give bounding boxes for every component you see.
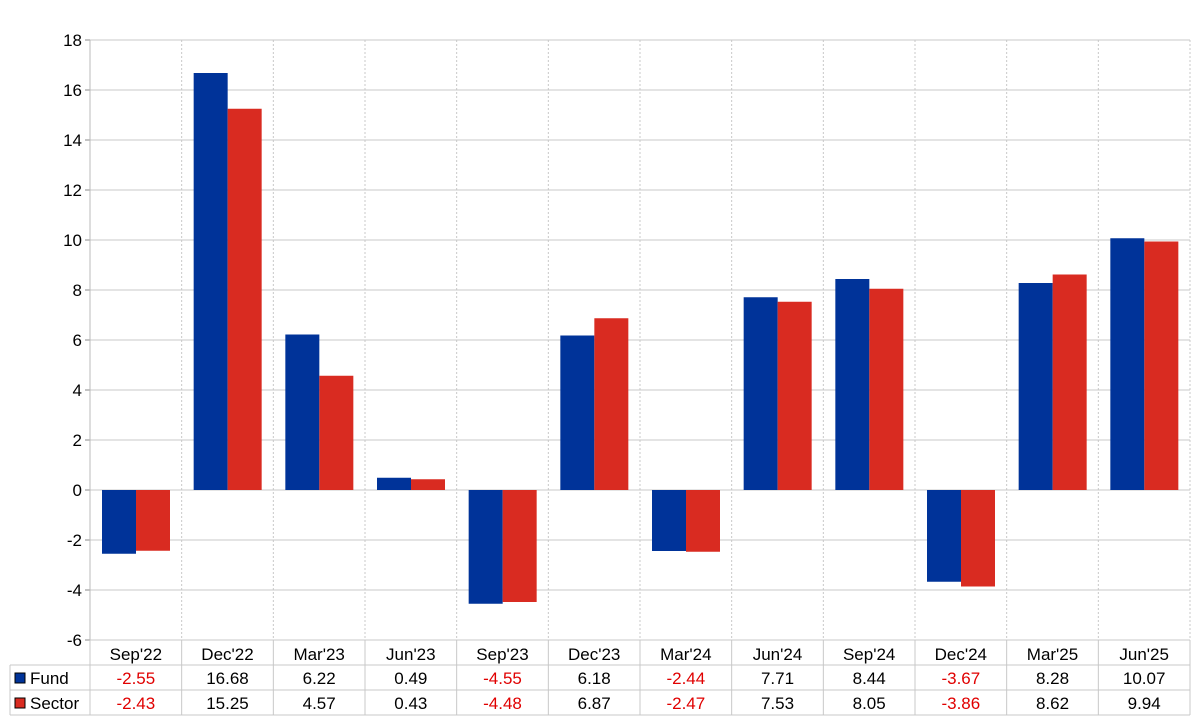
data-table: Sep'22 Dec'22 Mar'23 Jun'23 Sep'23 Dec'23 Mar'… [9,639,1191,716]
bar-sector-1 [227,108,262,490]
category-label: Mar'25 [1027,645,1078,664]
data-label-fund-11: 10.07 [1123,669,1166,688]
category-label: Jun'23 [386,645,436,664]
data-label-fund-4: -4.55 [483,669,522,688]
data-label-sector-5: 6.87 [578,694,611,713]
data-label-fund-9: -3.67 [941,669,980,688]
bar-fund-3 [377,477,411,490]
bar-sector-5 [594,318,629,490]
bar-sector-6 [686,490,720,552]
data-label-fund-10: 8.28 [1036,669,1069,688]
y-tick-label: -4 [67,581,82,600]
y-tick-label: -2 [67,531,82,550]
data-label-sector-11: 9.94 [1128,694,1161,713]
bar-sector-9 [961,490,995,587]
bar-sector-0 [136,490,170,551]
bar-fund-4 [468,490,503,604]
bar-fund-1 [193,73,228,490]
data-label-fund-5: 6.18 [578,669,611,688]
bars [102,73,1179,604]
category-label: Sep'24 [843,645,895,664]
y-tick-label: 18 [63,31,82,50]
bar-sector-2 [319,375,354,490]
y-tick-label: -6 [67,631,82,650]
data-label-sector-3: 0.43 [394,694,427,713]
y-axis: -6 -4 -2 0 2 4 6 8 10 12 14 16 18 [63,31,91,650]
y-tick-label: 16 [63,81,82,100]
category-label: Dec'24 [935,645,987,664]
bar-sector-8 [869,288,904,490]
bar-fund-6 [652,490,686,551]
data-label-sector-6: -2.47 [666,694,705,713]
y-tick-label: 10 [63,231,82,250]
category-label: Jun'25 [1119,645,1169,664]
data-label-fund-6: -2.44 [666,669,705,688]
data-label-fund-2: 6.22 [303,669,336,688]
bar-fund-10 [1018,283,1053,490]
category-label: Sep'22 [110,645,162,664]
bar-sector-7 [777,301,812,490]
y-tick-label: 12 [63,181,82,200]
data-label-sector-9: -3.86 [941,694,980,713]
bar-sector-4 [502,490,537,602]
data-label-sector-4: -4.48 [483,694,522,713]
y-tick-label: 4 [73,381,82,400]
category-label: Dec'22 [201,645,253,664]
y-tick-label: 6 [73,331,82,350]
y-tick-label: 14 [63,131,82,150]
category-label: Sep'23 [476,645,528,664]
legend-label-fund: Fund [30,669,69,688]
category-label: Jun'24 [753,645,803,664]
bar-fund-9 [927,490,961,582]
data-label-sector-10: 8.62 [1036,694,1069,713]
legend-label-sector: Sector [30,694,79,713]
category-label: Mar'23 [293,645,344,664]
bar-sector-3 [411,479,445,490]
bar-sector-10 [1052,274,1087,490]
bar-fund-11 [1110,238,1145,490]
bar-sector-11 [1144,241,1179,490]
y-tick-label: 2 [73,431,82,450]
category-label: Mar'24 [660,645,711,664]
legend-swatch-sector [14,697,26,709]
y-tick-label: 8 [73,281,82,300]
bar-fund-0 [102,490,136,554]
bar-fund-8 [835,279,870,490]
data-label-sector-8: 8.05 [853,694,886,713]
data-label-fund-7: 7.71 [761,669,794,688]
data-label-fund-3: 0.49 [394,669,427,688]
data-label-fund-8: 8.44 [853,669,886,688]
legend-swatch-fund [14,672,26,684]
data-label-sector-1: 15.25 [206,694,249,713]
bar-fund-2 [285,334,320,490]
data-label-sector-2: 4.57 [303,694,336,713]
data-label-sector-7: 7.53 [761,694,794,713]
bar-fund-5 [560,335,595,490]
data-label-fund-0: -2.55 [116,669,155,688]
data-label-sector-0: -2.43 [116,694,155,713]
bar-fund-7 [743,297,778,490]
category-label: Dec'23 [568,645,620,664]
y-tick-label: 0 [73,481,82,500]
data-label-fund-1: 16.68 [206,669,249,688]
